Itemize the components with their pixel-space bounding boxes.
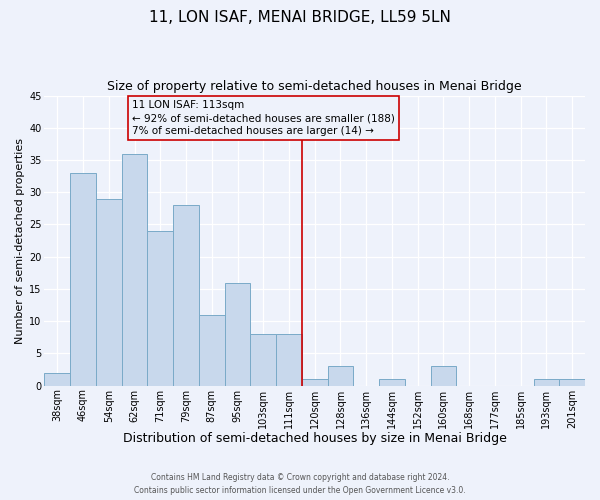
Bar — [173, 205, 199, 386]
Title: Size of property relative to semi-detached houses in Menai Bridge: Size of property relative to semi-detach… — [107, 80, 522, 93]
Bar — [148, 231, 173, 386]
Bar — [250, 334, 276, 386]
Bar — [276, 334, 302, 386]
Text: 11, LON ISAF, MENAI BRIDGE, LL59 5LN: 11, LON ISAF, MENAI BRIDGE, LL59 5LN — [149, 10, 451, 25]
Bar — [122, 154, 148, 386]
Text: 11 LON ISAF: 113sqm
← 92% of semi-detached houses are smaller (188)
7% of semi-d: 11 LON ISAF: 113sqm ← 92% of semi-detach… — [132, 100, 395, 136]
X-axis label: Distribution of semi-detached houses by size in Menai Bridge: Distribution of semi-detached houses by … — [123, 432, 506, 445]
Bar — [379, 379, 405, 386]
Bar — [199, 315, 224, 386]
Bar — [70, 173, 96, 386]
Text: Contains HM Land Registry data © Crown copyright and database right 2024.
Contai: Contains HM Land Registry data © Crown c… — [134, 474, 466, 495]
Bar — [44, 373, 70, 386]
Bar — [431, 366, 456, 386]
Bar — [96, 198, 122, 386]
Bar — [302, 379, 328, 386]
Bar — [533, 379, 559, 386]
Bar — [224, 282, 250, 386]
Y-axis label: Number of semi-detached properties: Number of semi-detached properties — [15, 138, 25, 344]
Bar — [559, 379, 585, 386]
Bar — [328, 366, 353, 386]
